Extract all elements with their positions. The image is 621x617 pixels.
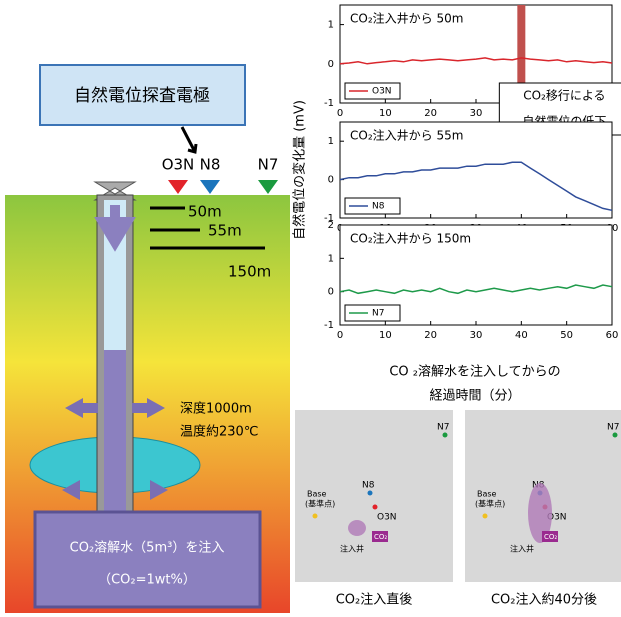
x-axis-label: CO ₂溶解水を注入してからの (389, 365, 560, 380)
station (613, 433, 618, 438)
x-tick-label: 10 (379, 108, 392, 119)
figure: 自然電位探査電極 O3N N8 N7 50m 55m 150m 深度1000m … (0, 0, 621, 613)
y-tick-label: -1 (324, 98, 334, 109)
label: 150m (228, 263, 271, 281)
x-tick-label: 20 (424, 330, 437, 341)
label: 深度1000m (180, 401, 252, 417)
chart-title: CO₂注入井から 50m (350, 11, 463, 26)
x-tick-label: 30 (470, 108, 483, 119)
y-tick-label: 1 (328, 253, 334, 264)
chart-title: CO₂注入井から 55m (350, 128, 463, 143)
station-label: O3N (377, 513, 397, 523)
x-tick-label: 30 (470, 330, 483, 341)
station (368, 491, 373, 496)
map: N7 N8 O3N Base(基準点) 注入井 CO₂ CO₂注入直後 (295, 410, 453, 608)
chart-title: CO₂注入井から 150m (350, 231, 471, 246)
base (313, 514, 318, 519)
base (483, 514, 488, 519)
label: N8 (200, 156, 221, 174)
diagram: 自然電位探査電極 O3N N8 N7 50m 55m 150m 深度1000m … (5, 65, 290, 613)
x-tick-label: 50 (560, 330, 573, 341)
y-tick-label: 0 (328, 175, 334, 186)
x-axis-label: 経過時間（分） (429, 389, 520, 404)
label: 55m (208, 222, 242, 240)
map-caption: CO₂注入直後 (336, 593, 413, 608)
legend-label: N7 (372, 309, 384, 319)
plume (348, 520, 366, 536)
label: 温度約230℃ (180, 424, 258, 440)
x-tick-label: 0 (337, 330, 343, 341)
base-label: Base (477, 490, 497, 499)
co2-label: CO₂ (374, 533, 387, 541)
x-tick-label: 10 (379, 330, 392, 341)
base-label: Base (307, 490, 327, 499)
label: 50m (188, 203, 222, 221)
label: O3N (162, 156, 195, 174)
y-axis-label: 自然電位の変化量 (mV) (292, 100, 308, 240)
legend-label: O3N (372, 87, 392, 97)
label: CO₂溶解水（5m³）を注入 (70, 541, 225, 556)
y-tick-label: 0 (328, 59, 334, 70)
x-tick-label: 0 (337, 108, 343, 119)
station (373, 505, 378, 510)
well-label: 注入井 (510, 544, 534, 554)
annotation: CO₂移行による (523, 89, 605, 103)
map-caption: CO₂注入約40分後 (491, 593, 597, 608)
label: （CO₂=1wt%） (98, 573, 196, 588)
marker (200, 180, 220, 194)
label: N7 (258, 156, 279, 174)
label: 自然電位探査電極 (74, 86, 210, 106)
x-tick-label: 60 (606, 330, 619, 341)
station-label: N7 (607, 423, 619, 433)
station-label: N8 (362, 481, 375, 491)
well-label: 注入井 (340, 544, 364, 554)
x-tick-label: 40 (515, 330, 528, 341)
arrow (182, 127, 196, 152)
y-tick-label: -1 (324, 320, 334, 331)
base-label: (基準点) (475, 499, 505, 509)
x-tick-label: 20 (424, 108, 437, 119)
legend-label: N8 (372, 202, 385, 212)
y-tick-label: 1 (328, 20, 334, 31)
y-tick-label: 1 (328, 136, 334, 147)
marker (258, 180, 278, 194)
station-label: N7 (437, 423, 449, 433)
marker (168, 180, 188, 194)
y-tick-label: 0 (328, 287, 334, 298)
station (443, 433, 448, 438)
y-tick-label: 2 (328, 220, 334, 231)
injection-box (35, 512, 260, 607)
co2-label: CO₂ (544, 533, 557, 541)
base-label: (基準点) (305, 499, 335, 509)
